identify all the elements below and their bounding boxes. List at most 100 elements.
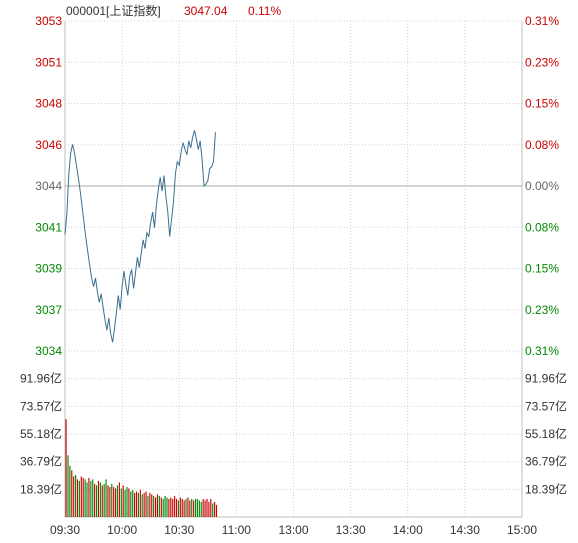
- time-tick-label: 11:00: [222, 523, 251, 537]
- volume-bar: [141, 494, 143, 517]
- volume-bar: [215, 504, 218, 517]
- volume-bar: [124, 489, 126, 517]
- volume-bar: [177, 500, 179, 517]
- volume-bar: [97, 480, 100, 517]
- volume-bar: [204, 500, 206, 517]
- time-tick-label: 14:30: [450, 523, 480, 537]
- volume-tick-label-right: 73.57亿: [525, 398, 567, 413]
- volume-bar: [122, 485, 124, 517]
- change-percent: 0.11%: [248, 4, 281, 18]
- volume-tick-label-right: 91.96亿: [525, 371, 567, 386]
- price-tick-label: 3034: [35, 344, 62, 358]
- volume-bar: [78, 480, 80, 517]
- volume-bar: [69, 465, 71, 517]
- volume-bar: [147, 495, 149, 517]
- volume-bar: [189, 500, 191, 517]
- pct-tick-label: 0.23%: [525, 303, 559, 317]
- time-tick-label: 13:30: [336, 523, 366, 537]
- volume-bar: [88, 477, 90, 517]
- volume-bar: [101, 485, 103, 517]
- volume-tick-label: 18.39亿: [20, 481, 62, 496]
- time-tick-label: 10:30: [164, 523, 194, 537]
- time-tick-label: 15:00: [507, 523, 537, 537]
- volume-bar: [103, 483, 105, 517]
- volume-bar: [105, 479, 107, 517]
- time-tick-label: 10:00: [107, 523, 137, 537]
- volume-bar: [187, 497, 189, 517]
- volume-bar: [132, 489, 134, 517]
- volume-bar: [206, 498, 208, 517]
- volume-bar: [214, 501, 216, 517]
- volume-tick-label: 73.57亿: [20, 398, 62, 413]
- volume-bar: [113, 486, 115, 517]
- volume-bar: [179, 497, 181, 517]
- price-tick-label: 3039: [35, 262, 62, 276]
- volume-bar: [210, 498, 212, 517]
- volume-bar: [80, 476, 82, 517]
- volume-bar: [120, 488, 122, 517]
- volume-bars: [65, 419, 218, 517]
- volume-bar: [99, 482, 101, 517]
- volume-bar: [208, 501, 210, 517]
- volume-bar: [198, 500, 200, 517]
- volume-tick-label: 36.79亿: [20, 454, 62, 469]
- volume-bar: [154, 497, 157, 517]
- volume-bar: [109, 486, 111, 517]
- volume-bar: [137, 492, 140, 517]
- volume-bar: [76, 479, 79, 517]
- volume-bar: [153, 495, 155, 517]
- volume-bar: [116, 485, 119, 517]
- time-tick-label: 13:00: [278, 523, 308, 537]
- volume-bar: [170, 497, 172, 517]
- volume-bar: [135, 491, 138, 517]
- volume-bar: [158, 495, 160, 517]
- volume-bar: [92, 479, 94, 517]
- volume-bar: [194, 498, 197, 517]
- volume-bar: [162, 498, 164, 517]
- volume-bar: [67, 455, 69, 517]
- axes: 3053 0.31% 3051 0.23% 3048 0.15% 3046 0.08% 3044…: [20, 14, 567, 537]
- volume-bar: [139, 489, 141, 517]
- price-tick-label: 3046: [35, 138, 62, 152]
- price-tick-label: 3051: [35, 55, 62, 69]
- pct-tick-label: 0.23%: [525, 55, 559, 69]
- volume-bar: [94, 483, 96, 517]
- volume-bar: [115, 488, 117, 517]
- volume-bar: [212, 503, 214, 517]
- volume-bar: [164, 495, 166, 517]
- volume-bar: [202, 498, 204, 517]
- volume-bar: [200, 501, 202, 517]
- volume-bar: [71, 470, 73, 517]
- volume-bar: [191, 498, 193, 517]
- volume-bar: [166, 497, 168, 517]
- volume-bar: [156, 494, 159, 517]
- pct-tick-label: 0.31%: [525, 344, 559, 358]
- current-price: 3047.04: [184, 4, 228, 18]
- volume-bar: [118, 482, 120, 517]
- volume-bar: [172, 498, 174, 517]
- price-tick-label: 3053: [35, 14, 62, 28]
- volume-bar: [134, 492, 136, 517]
- price-tick-label: 3041: [35, 220, 62, 234]
- volume-bar: [95, 485, 98, 517]
- price-tick-label: 3048: [35, 97, 62, 111]
- price-tick-label: 3044: [35, 179, 62, 193]
- volume-bar: [193, 500, 195, 517]
- volume-bar: [196, 498, 199, 517]
- pct-tick-label: 0.15%: [525, 97, 559, 111]
- pct-tick-label: 0.08%: [525, 138, 559, 152]
- volume-tick-label: 91.96亿: [20, 371, 62, 386]
- volume-bar: [151, 494, 153, 517]
- volume-bar: [82, 477, 84, 517]
- volume-bar: [149, 492, 151, 517]
- volume-bar: [160, 497, 162, 517]
- volume-bar: [90, 480, 92, 517]
- index-code-name: 000001[上证指数]: [66, 3, 161, 18]
- quote-header: 000001[上证指数] 3047.04 0.11%: [66, 3, 281, 18]
- volume-bar: [185, 498, 187, 517]
- pct-tick-label: 0.00%: [525, 179, 559, 193]
- grid: [64, 20, 523, 518]
- volume-bar: [107, 485, 109, 517]
- volume-bar: [168, 498, 170, 517]
